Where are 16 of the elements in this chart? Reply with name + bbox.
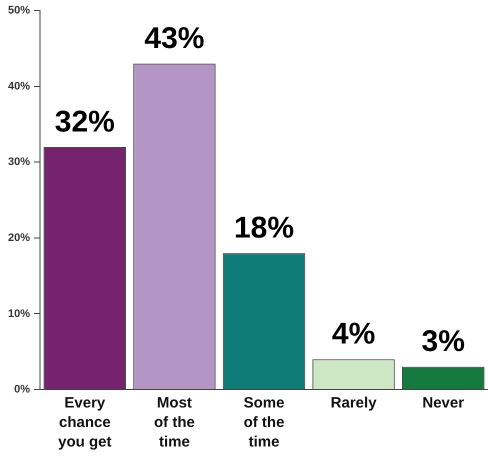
y-tick-label: 40% <box>8 80 30 92</box>
data-label: 43% <box>144 22 204 55</box>
y-tick-label: 10% <box>8 308 30 320</box>
y-tick-label: 50% <box>8 4 30 17</box>
x-tick-label: Every chance you get <box>58 394 112 450</box>
x-tick-label: Never <box>422 394 464 412</box>
data-label: 18% <box>234 211 294 244</box>
data-label: 4% <box>332 317 376 350</box>
data-label: 3% <box>422 325 465 358</box>
x-tick-label: Most of the time <box>154 394 195 450</box>
y-tick-label: 0% <box>14 384 30 396</box>
y-tick-label: 30% <box>8 156 30 168</box>
x-tick-label: Some of the time <box>244 394 284 450</box>
x-tick-label: Rarely <box>330 394 378 412</box>
data-label: 32% <box>54 105 115 138</box>
y-tick-label: 20% <box>8 232 30 244</box>
